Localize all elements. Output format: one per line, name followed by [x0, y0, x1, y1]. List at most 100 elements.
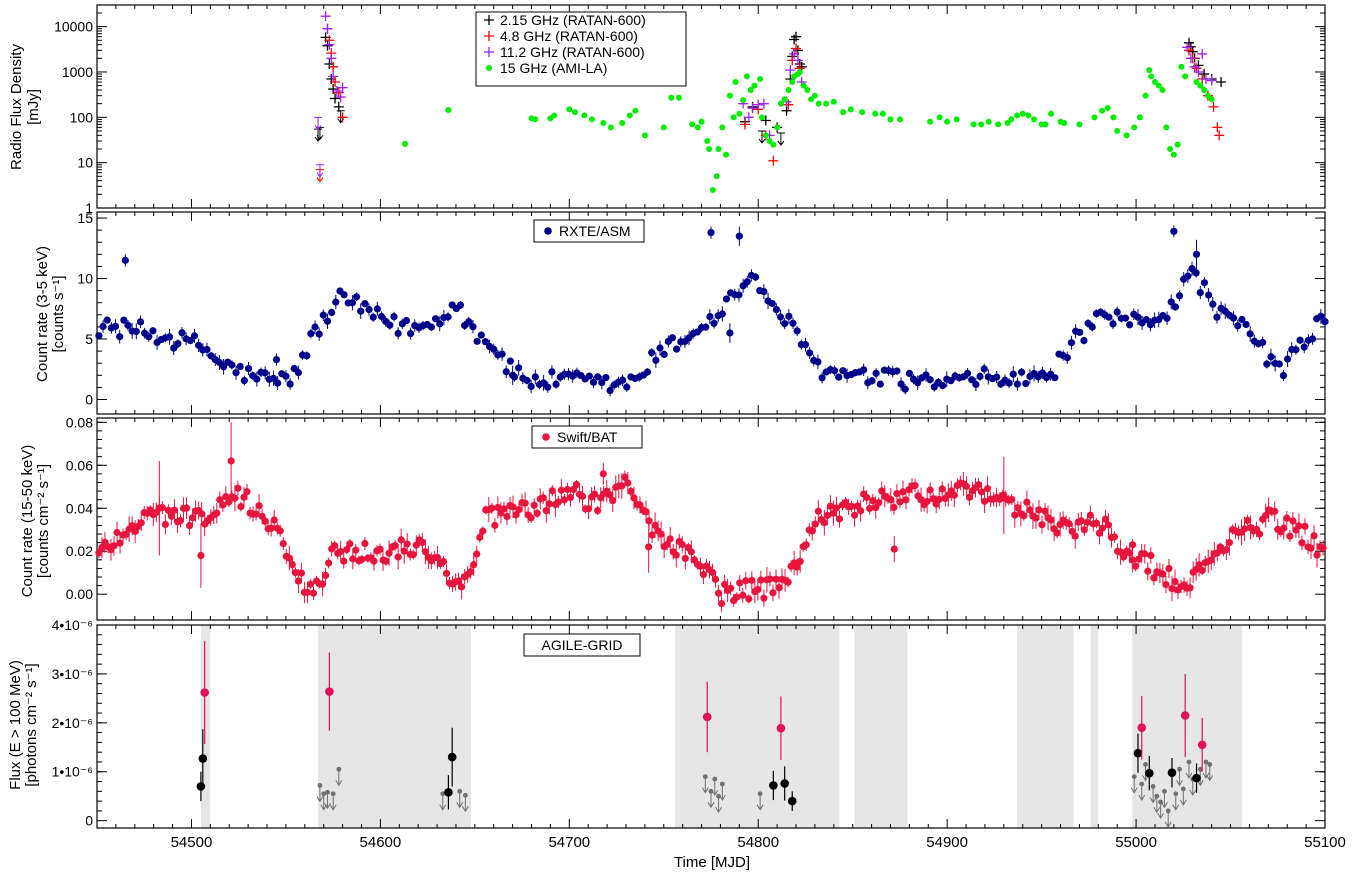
data-point	[315, 330, 323, 338]
data-point	[698, 118, 705, 125]
data-point	[1061, 119, 1068, 126]
data-point	[1141, 550, 1149, 558]
x-tick-label: 55000	[1115, 834, 1157, 851]
data-point	[887, 116, 894, 123]
data-point	[500, 505, 508, 513]
data-point	[409, 551, 417, 559]
data-point	[340, 291, 348, 299]
data-point	[234, 484, 242, 492]
data-point	[1065, 520, 1073, 528]
data-point	[766, 575, 774, 583]
y-tick-label: 0.08	[66, 414, 93, 430]
data-point	[890, 503, 898, 512]
data-point	[747, 87, 754, 94]
data-point	[607, 124, 614, 131]
legend-box	[533, 219, 645, 243]
data-point	[781, 319, 789, 328]
data-point	[1229, 314, 1238, 322]
data-point	[1214, 130, 1225, 141]
data-point	[1167, 298, 1175, 306]
data-point	[1171, 303, 1179, 311]
y-tick-label: 0.04	[66, 500, 93, 516]
upper-limit-arrow	[758, 130, 767, 144]
data-point	[394, 553, 402, 561]
data-point	[330, 77, 341, 88]
data-point	[253, 375, 261, 383]
data-point	[860, 366, 868, 374]
upper-limit-point	[1150, 784, 1156, 789]
data-point	[1308, 335, 1317, 343]
data-point	[95, 549, 103, 557]
data-point	[324, 39, 335, 50]
data-point	[709, 186, 716, 193]
data-point	[781, 96, 788, 103]
data-point	[1022, 379, 1030, 388]
data-point	[926, 376, 934, 384]
data-point	[791, 43, 802, 54]
data-point	[470, 561, 478, 569]
data-point	[349, 555, 357, 563]
data-point	[1101, 515, 1110, 523]
data-point	[527, 514, 535, 522]
data-point	[527, 382, 535, 391]
data-point	[120, 316, 128, 324]
data-point	[523, 376, 531, 385]
data-point	[897, 380, 905, 388]
data-point	[377, 312, 386, 321]
data-point	[481, 338, 490, 346]
data-point	[944, 118, 951, 125]
data-point	[707, 228, 715, 237]
data-point	[136, 318, 145, 326]
data-point	[111, 322, 120, 330]
data-point	[830, 367, 839, 375]
data-point	[1129, 541, 1137, 549]
data-point	[899, 488, 907, 496]
y-tick-label: 2•10⁻⁶	[52, 715, 93, 731]
data-point	[515, 364, 523, 372]
data-point	[458, 583, 466, 591]
upper-limit-arrow	[1202, 761, 1210, 779]
data-point	[802, 541, 810, 549]
upper-limit-arrow	[701, 776, 709, 794]
data-point	[164, 506, 173, 515]
data-point	[444, 313, 452, 321]
data-point	[473, 550, 481, 558]
data-point	[588, 116, 595, 123]
legend-marker	[486, 65, 492, 71]
data-point	[1086, 511, 1094, 519]
data-point	[830, 98, 837, 105]
data-point	[926, 486, 934, 494]
data-point	[219, 501, 227, 509]
data-point	[1280, 524, 1288, 532]
data-point	[174, 340, 182, 348]
data-point	[808, 527, 816, 535]
data-point	[1150, 574, 1158, 582]
data-point	[1313, 551, 1321, 559]
data-point	[509, 371, 517, 379]
data-point	[560, 496, 568, 504]
data-point	[1019, 110, 1026, 117]
data-point	[754, 586, 762, 594]
data-point	[872, 369, 880, 377]
data-point	[1298, 539, 1306, 547]
data-point	[747, 103, 758, 114]
data-point	[1076, 328, 1084, 336]
y-tick-label: 15	[77, 210, 93, 226]
legend-marker	[484, 47, 494, 57]
data-point	[149, 327, 157, 335]
ylabel-agile: Flux (E > 100 MeV)	[7, 660, 24, 790]
data-point	[255, 502, 263, 510]
legend-box	[523, 633, 641, 657]
legend-entry: 4.8 GHz (RATAN-600)	[500, 28, 638, 44]
data-point	[619, 119, 626, 126]
data-point	[1189, 61, 1200, 72]
upper-limit-arrow	[1157, 802, 1165, 820]
upper-limit-arrow	[1138, 783, 1146, 801]
data-point	[294, 368, 302, 377]
data-point	[609, 496, 617, 505]
detection-point	[196, 782, 206, 791]
data-point	[476, 533, 484, 541]
data-point	[1011, 511, 1019, 519]
upper-limit-arrow	[456, 791, 464, 809]
data-point	[591, 490, 599, 498]
